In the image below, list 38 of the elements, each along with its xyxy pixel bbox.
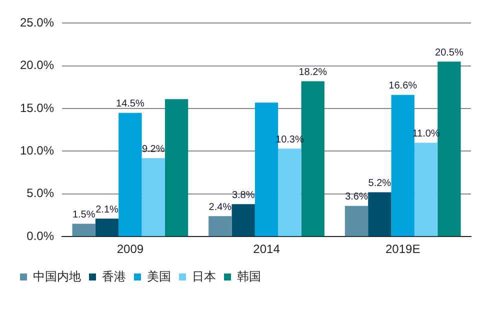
bar [118,112,142,236]
y-tick-label: 20.0% [20,58,54,72]
bar [95,218,119,236]
x-tick-label: 2014 [253,242,280,256]
data-label: 1.5% [72,210,96,221]
data-label: 2.1% [96,204,119,216]
legend-label: 香港 [102,269,126,284]
bar [164,99,188,236]
y-tick-label: 15.0% [20,100,54,115]
legend-label: 韩国 [237,269,261,284]
data-label: 5.2% [368,178,392,189]
x-tick-label: 2009 [116,242,144,256]
legend-label: 日本 [192,269,216,284]
legend-label: 美国 [147,269,171,284]
data-label: 2.4% [208,202,232,213]
bar [278,148,302,236]
data-label: 16.6% [388,80,418,92]
data-label: 14.5% [116,98,144,110]
legend-label: 中国内地 [33,269,81,284]
bar [391,94,414,236]
bar [414,142,438,236]
data-label: 3.8% [232,190,255,201]
y-tick-label: 0.0% [26,228,54,243]
bar [208,216,232,236]
data-label: 20.5% [435,47,464,58]
bar [232,204,255,236]
data-label: 18.2% [298,66,328,78]
y-tick-label: 25.0% [20,16,54,30]
x-tick-label: 2019E [385,242,420,256]
bar [438,62,461,236]
bar [142,158,165,236]
data-label: 3.6% [345,192,368,203]
y-tick-label: 10.0% [20,144,54,158]
bar [344,206,368,236]
bar [368,192,392,236]
bar [72,224,96,236]
y-tick-label: 5.0% [26,186,54,200]
data-label: 9.2% [142,144,165,155]
